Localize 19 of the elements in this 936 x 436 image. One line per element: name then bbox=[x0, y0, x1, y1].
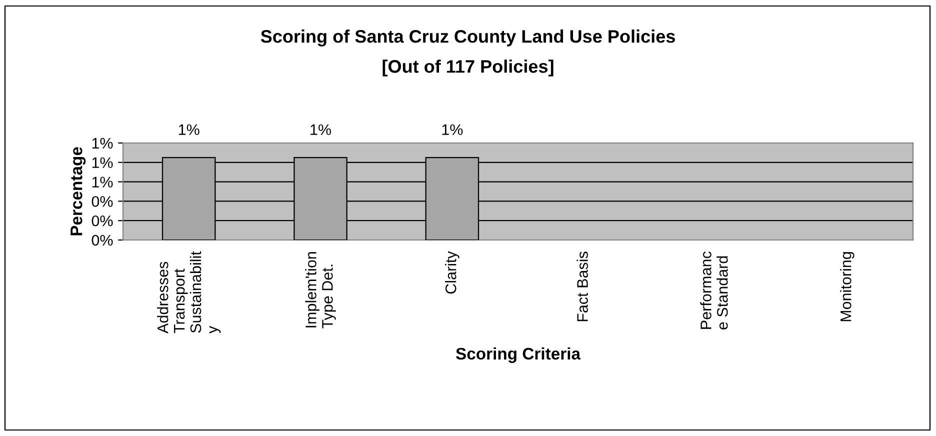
y-tick-label: 1% bbox=[92, 157, 113, 168]
chart-subtitle: [Out of 117 Policies] bbox=[382, 60, 554, 76]
x-tick-label: Implem'tion Type Det. bbox=[305, 252, 336, 328]
x-tick-label: Performanc e Standard bbox=[700, 252, 728, 330]
y-tick-label: 1% bbox=[92, 138, 113, 149]
x-tick-label: Monitoring bbox=[840, 252, 854, 322]
data-label: 1% bbox=[442, 124, 463, 136]
y-tick-label: 1% bbox=[92, 176, 113, 188]
x-tick-label: Fact Basis bbox=[576, 252, 588, 322]
chart-title: Scoring of Santa Cruz County Land Use Policies bbox=[260, 30, 675, 46]
y-tick-label: 0% bbox=[92, 234, 113, 246]
data-label: 1% bbox=[178, 124, 200, 136]
data-label: 1% bbox=[310, 124, 331, 136]
y-axis-title: Percentage bbox=[70, 147, 86, 236]
y-tick-label: 0% bbox=[92, 215, 113, 226]
x-axis-title: Scoring Criteria bbox=[456, 347, 581, 363]
x-tick-label: Clarity bbox=[445, 251, 460, 294]
x-tick-label: Addresses Transport Sustainabilit y bbox=[157, 251, 221, 334]
y-tick-label: 0% bbox=[92, 196, 113, 207]
